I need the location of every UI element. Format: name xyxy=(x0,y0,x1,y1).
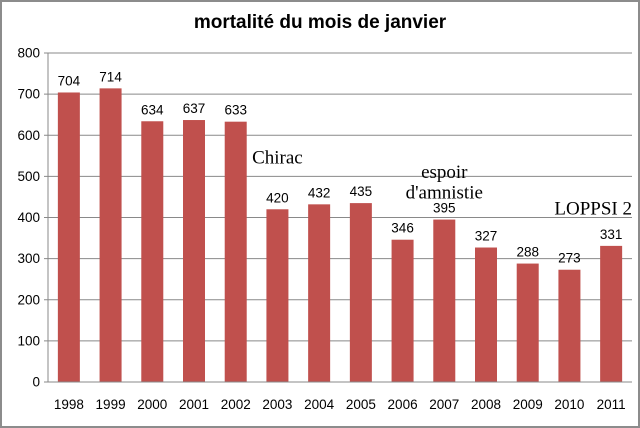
y-axis-label: 700 xyxy=(17,87,40,102)
bar-value-label: 346 xyxy=(391,221,414,236)
bar xyxy=(516,263,539,382)
bar-value-label: 435 xyxy=(350,184,373,199)
annotation-text: espoir xyxy=(421,162,468,183)
y-axis-label: 400 xyxy=(17,210,40,225)
x-axis-label: 2000 xyxy=(137,397,167,412)
x-axis-label: 2010 xyxy=(554,397,584,412)
bar xyxy=(266,209,289,382)
bar-value-label: 633 xyxy=(224,103,247,118)
x-axis-label: 2008 xyxy=(471,397,501,412)
x-axis-label: 2007 xyxy=(429,397,459,412)
bar xyxy=(558,269,581,382)
bar-value-label: 420 xyxy=(266,190,289,205)
bar xyxy=(57,92,80,382)
bar xyxy=(308,204,331,382)
bar-value-label: 395 xyxy=(433,201,456,216)
y-axis-label: 100 xyxy=(17,333,40,348)
x-axis-label: 2004 xyxy=(304,397,335,412)
x-axis-label: 2009 xyxy=(513,397,543,412)
bar-value-label: 637 xyxy=(183,101,206,116)
x-axis-label: 2003 xyxy=(262,397,292,412)
bar-value-label: 273 xyxy=(558,251,581,266)
bar-value-label: 288 xyxy=(516,245,539,260)
bar xyxy=(141,121,164,382)
bar xyxy=(99,88,122,383)
x-axis-label: 2001 xyxy=(179,397,209,412)
bar xyxy=(224,121,247,383)
annotation-text: d'amnistie xyxy=(406,183,483,204)
chart-title: mortalité du mois de janvier xyxy=(193,12,447,33)
y-axis-label: 600 xyxy=(17,128,40,143)
bar xyxy=(600,245,623,382)
y-axis-label: 200 xyxy=(17,292,40,307)
y-axis-label: 300 xyxy=(17,251,40,266)
y-axis-label: 0 xyxy=(32,375,40,390)
annotation-text: LOPPSI 2 xyxy=(554,199,632,220)
bar-value-label: 432 xyxy=(308,185,331,200)
y-axis-label: 800 xyxy=(17,46,40,61)
bar xyxy=(349,203,372,382)
bar-value-label: 327 xyxy=(475,229,498,244)
x-axis-label: 1999 xyxy=(96,397,126,412)
bar xyxy=(183,120,205,382)
bar-value-label: 634 xyxy=(141,102,164,117)
bar-value-label: 714 xyxy=(99,69,122,84)
bar-value-label: 331 xyxy=(600,227,623,242)
bar xyxy=(433,219,456,382)
x-axis-label: 2011 xyxy=(597,397,626,412)
x-axis-label: 1998 xyxy=(54,397,84,412)
bar-value-label: 704 xyxy=(58,73,81,88)
y-axis-label: 500 xyxy=(17,169,40,184)
annotation-text: Chirac xyxy=(252,148,303,169)
x-axis-label: 2005 xyxy=(346,397,376,412)
bar xyxy=(391,239,414,382)
x-axis-label: 2006 xyxy=(388,397,418,412)
bar xyxy=(475,247,497,382)
x-axis-label: 2002 xyxy=(221,397,251,412)
